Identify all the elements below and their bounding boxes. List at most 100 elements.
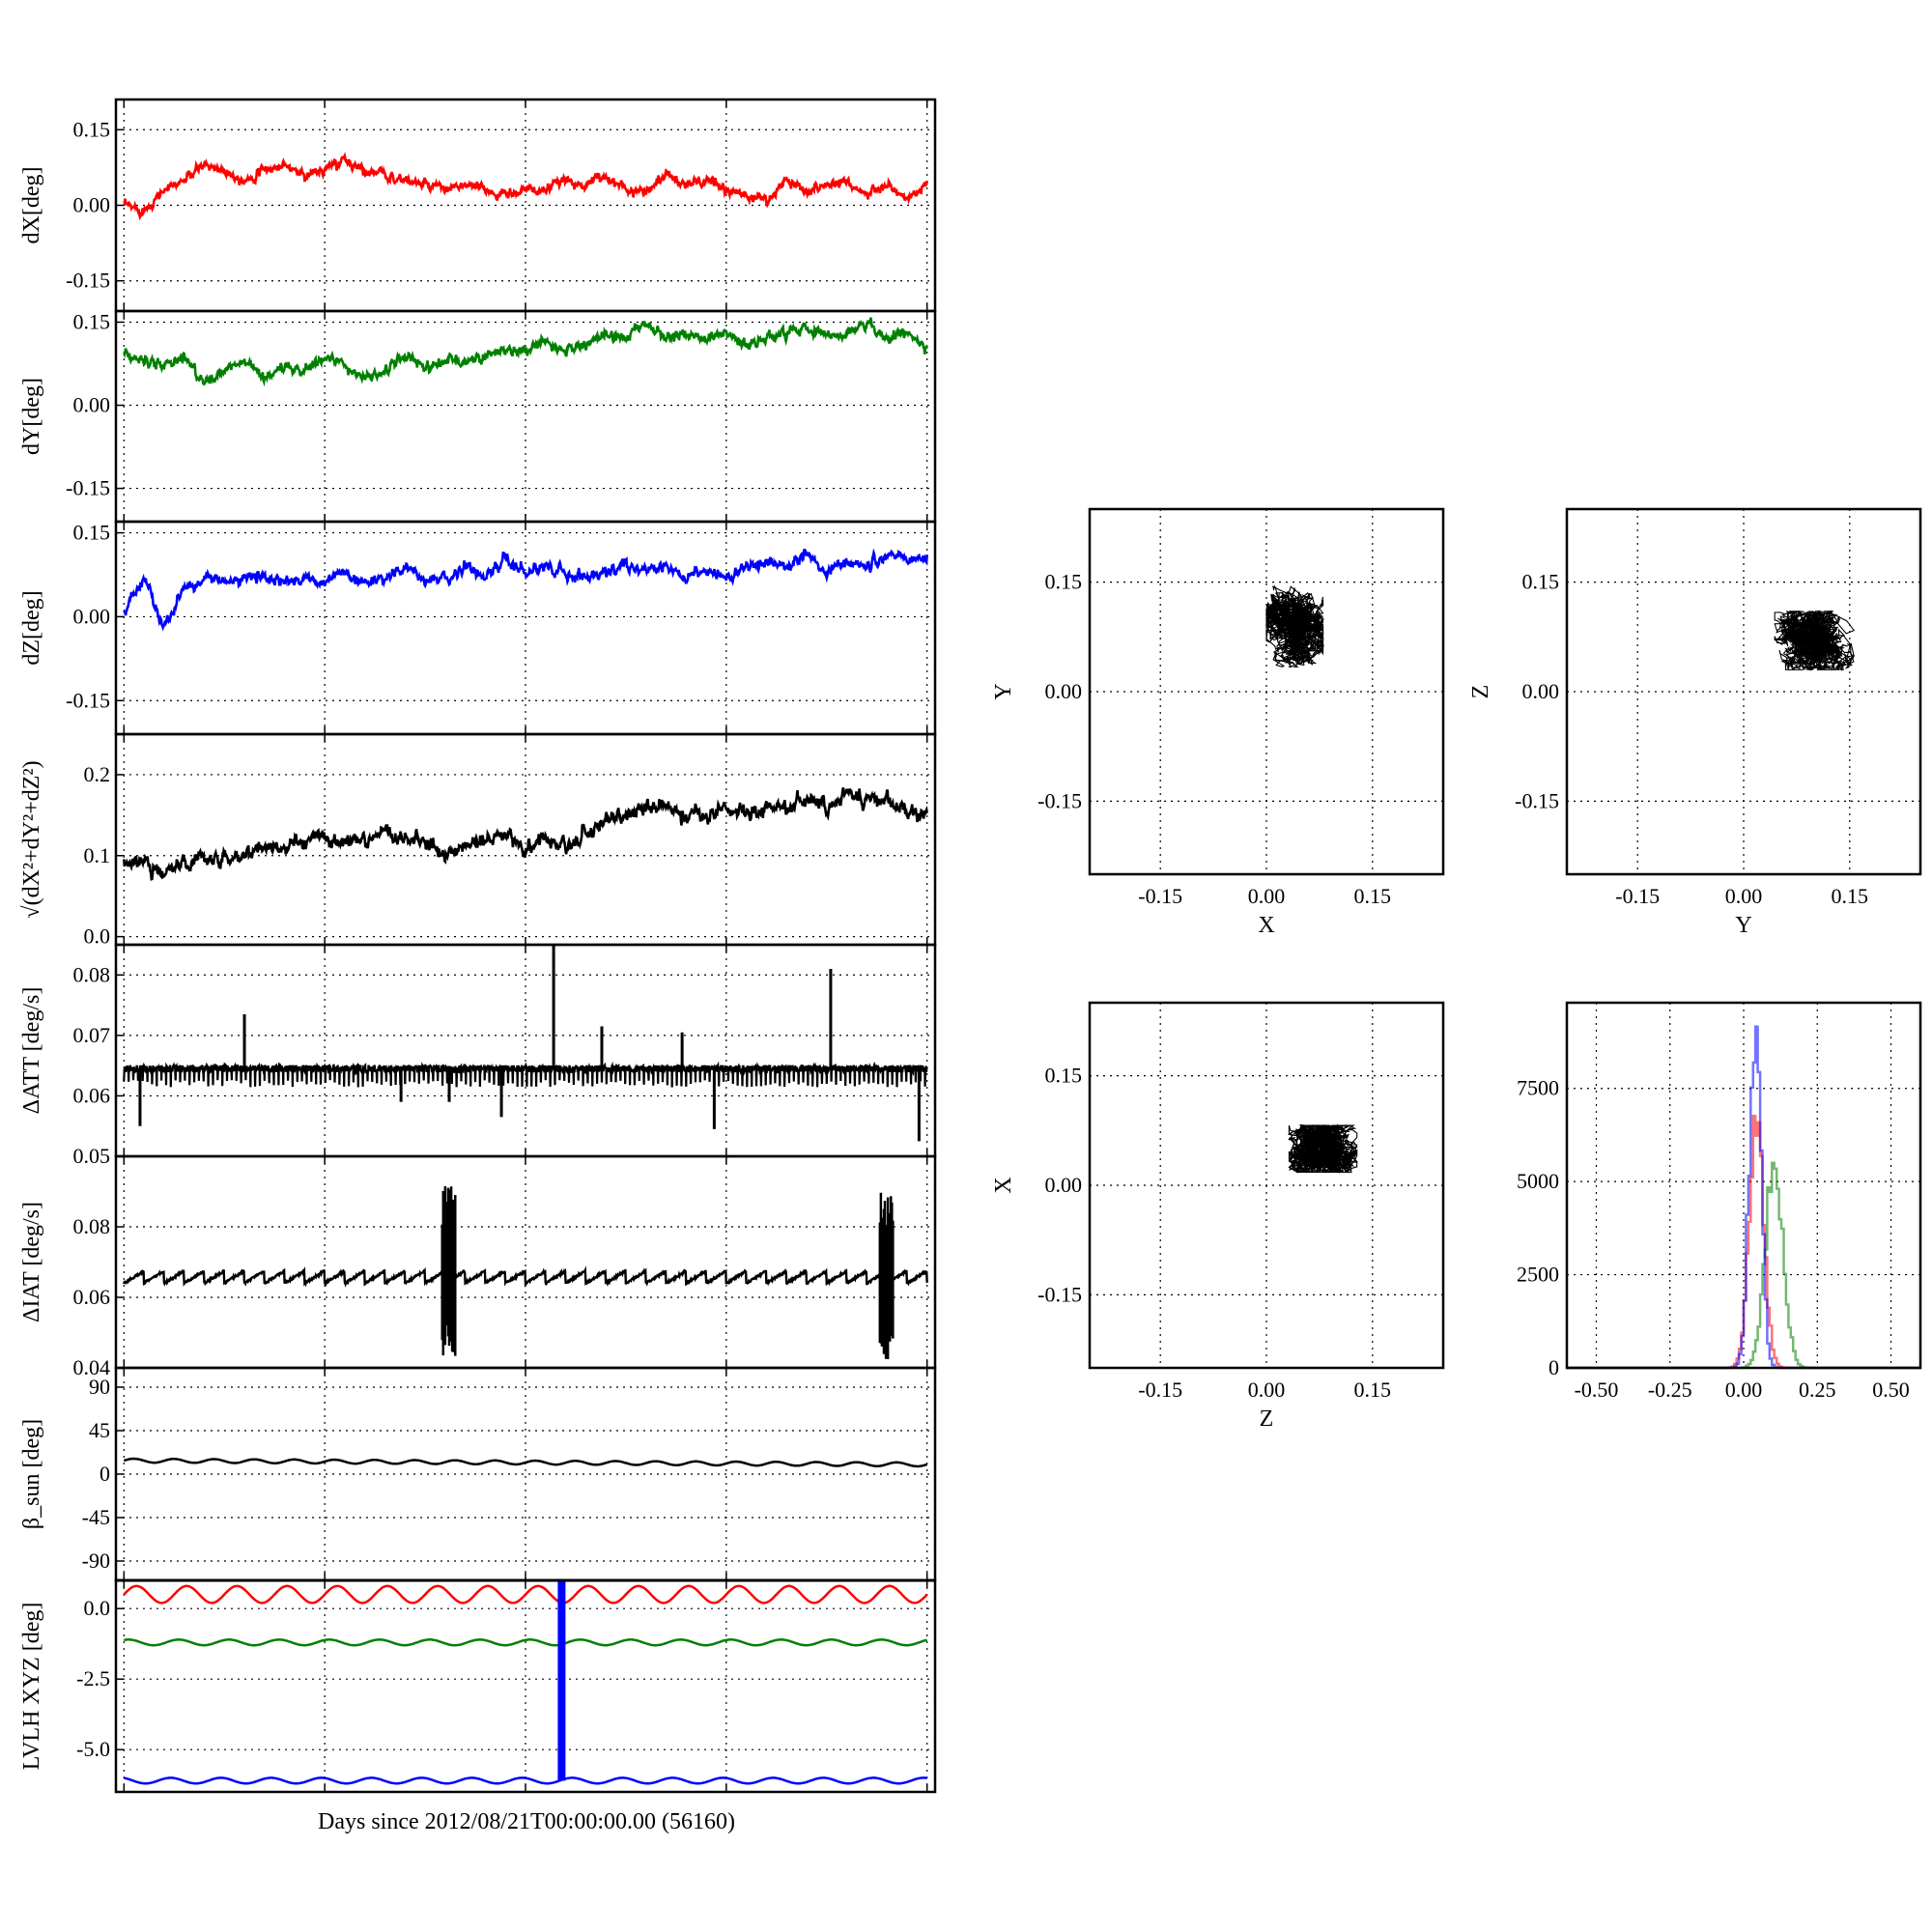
- y-tick-label: 0.08: [73, 1214, 111, 1238]
- y-tick-label: 0.07: [73, 1023, 111, 1047]
- series-line-lvlh-0: [123, 1584, 928, 1605]
- panel-beta: 90 45 0 -45 -90 β_sun [deg]: [19, 1366, 937, 1582]
- panel-dATT: 0.08 0.07 0.06 0.05 ΔATT [deg/s]: [19, 943, 937, 1168]
- panel-frame: [1565, 507, 1922, 876]
- panel-dX: 0.15 0.00 -0.15 dX[deg]: [19, 98, 937, 313]
- y-tick-label: 0.06: [73, 1285, 111, 1309]
- x-tick-label: 0.00: [1248, 884, 1286, 908]
- panel-frame: [114, 1154, 937, 1370]
- panel-dR: 0.2 0.1 0.0 √(dX²+dY²+dZ²): [19, 732, 937, 949]
- y-tick-label: 0.1: [84, 843, 111, 867]
- y-tick-label: -0.15: [1515, 788, 1559, 812]
- series-line-dATT: [123, 1061, 928, 1088]
- y-axis-label: dX[deg]: [19, 167, 44, 244]
- x-tick-label: 0.00: [1725, 1378, 1763, 1402]
- x-tick-label: -0.50: [1575, 1378, 1619, 1402]
- y-tick-label: 0.00: [73, 193, 111, 217]
- y-tick-label: -0.15: [66, 688, 110, 712]
- panel-dIAT: 0.08 0.06 0.04 ΔIAT [deg/s]: [19, 1154, 937, 1379]
- y-tick-label: -90: [82, 1548, 110, 1573]
- y-tick-label: 0.15: [73, 117, 111, 141]
- x-tick-label: 0.15: [1354, 884, 1392, 908]
- x-tick-label: 0.00: [1248, 1378, 1286, 1402]
- y-tick-label: 0: [99, 1462, 110, 1486]
- y-tick-label: -0.15: [66, 269, 110, 293]
- y-tick-label: -0.15: [1037, 788, 1082, 812]
- y-axis-label: ΔATT [deg/s]: [19, 987, 44, 1115]
- y-tick-label: 0.15: [1045, 570, 1083, 594]
- y-axis-label: ΔIAT [deg/s]: [19, 1202, 44, 1322]
- panel-frame: [114, 1578, 937, 1794]
- y-tick-label: 5000: [1517, 1169, 1559, 1193]
- scatter-trace: [1773, 610, 1856, 671]
- x-tick-label: -0.15: [1138, 1378, 1182, 1402]
- y-tick-label: 2500: [1517, 1263, 1559, 1287]
- x-axis-label: Z: [1260, 1406, 1274, 1432]
- panel-frame: [1565, 1001, 1922, 1370]
- panel-hist: -0.50 -0.25 0.00 0.25 0.50 7500 5000 2500 0: [1517, 1001, 1922, 1402]
- y-tick-label: 0.0: [84, 1596, 111, 1620]
- x-axis-label: X: [1258, 913, 1274, 938]
- y-tick-label: -45: [82, 1505, 110, 1529]
- y-tick-label: 0.06: [73, 1083, 111, 1107]
- y-axis-label: Z: [1468, 685, 1493, 699]
- x-tick-label: -0.15: [1615, 884, 1660, 908]
- y-tick-label: 0.00: [73, 393, 111, 417]
- x-tick-label: 0.25: [1799, 1378, 1836, 1402]
- panel-frame: [1088, 507, 1445, 876]
- series-line-dZ: [123, 548, 928, 632]
- lvlh-event-marker: [557, 1580, 566, 1781]
- panel-dZ: 0.15 0.00 -0.15 dZ[deg]: [19, 520, 937, 736]
- y-tick-label: 0.00: [1522, 679, 1560, 703]
- y-tick-label: -0.15: [1037, 1282, 1082, 1306]
- x-tick-label: -0.15: [1138, 884, 1182, 908]
- x-tick-label: 0.15: [1354, 1378, 1392, 1402]
- y-tick-label: 0: [1548, 1355, 1559, 1379]
- y-tick-label: 7500: [1517, 1076, 1559, 1100]
- panel-scatterYZ: -0.15 -0.15 0.00 0.00 0.15 0.15 Y Z: [1468, 507, 1922, 938]
- y-tick-label: 0.04: [73, 1355, 111, 1379]
- y-tick-label: 0.00: [1045, 1173, 1083, 1197]
- y-axis-label: X: [991, 1177, 1016, 1193]
- y-tick-label: 0.05: [73, 1144, 111, 1168]
- series-line-dIAT: [123, 1265, 928, 1288]
- panel-dY: 0.15 0.00 -0.15 dY[deg]: [19, 309, 937, 524]
- series-line-lvlh-2: [124, 1776, 927, 1785]
- panel-lvlh: 0.0 -2.5 -5.0 LVLH XYZ [deg]: [19, 1578, 937, 1794]
- y-axis-label: LVLH XYZ [deg]: [19, 1603, 44, 1771]
- y-axis-label: √(dX²+dY²+dZ²): [19, 760, 44, 918]
- panel-frame: [114, 520, 937, 736]
- panel-frame: [114, 309, 937, 524]
- series-line-dR: [123, 787, 928, 881]
- panel-scatterZX: -0.15 -0.15 0.00 0.00 0.15 0.15 Z X: [991, 1001, 1445, 1432]
- y-tick-label: -5.0: [76, 1737, 110, 1761]
- y-tick-label: 0.15: [1045, 1064, 1083, 1088]
- series-line-lvlh-1: [124, 1638, 927, 1647]
- scatter-trace: [1264, 584, 1325, 668]
- panel-scatterXY: -0.15 -0.15 0.00 0.00 0.15 0.15 X Y: [991, 507, 1445, 938]
- series-line-dY: [123, 317, 928, 387]
- y-tick-label: 0.15: [1522, 570, 1560, 594]
- y-axis-label: dZ[deg]: [19, 590, 44, 665]
- y-tick-label: 0.15: [73, 521, 111, 545]
- y-tick-label: 0.15: [73, 309, 111, 333]
- time-axis-label: Days since 2012/08/21T00:00:00.00 (56160…: [318, 1809, 735, 1834]
- y-tick-label: 0.08: [73, 962, 111, 986]
- y-tick-label: 0.2: [84, 762, 111, 786]
- y-tick-label: 45: [89, 1418, 110, 1442]
- x-tick-label: 0.00: [1725, 884, 1763, 908]
- y-axis-label: Y: [991, 683, 1016, 699]
- y-axis-label: β_sun [deg]: [19, 1419, 44, 1529]
- panel-frame: [1088, 1001, 1445, 1370]
- x-tick-label: 0.15: [1832, 884, 1869, 908]
- y-tick-label: 90: [89, 1375, 110, 1399]
- y-tick-label: 0.0: [84, 924, 111, 949]
- series-line-dX: [123, 151, 928, 221]
- panel-frame: [114, 732, 937, 947]
- y-tick-label: -2.5: [76, 1666, 110, 1690]
- x-tick-label: -0.25: [1648, 1378, 1692, 1402]
- x-tick-label: 0.50: [1872, 1378, 1910, 1402]
- scatter-trace: [1287, 1123, 1359, 1174]
- y-tick-label: 0.00: [73, 604, 111, 628]
